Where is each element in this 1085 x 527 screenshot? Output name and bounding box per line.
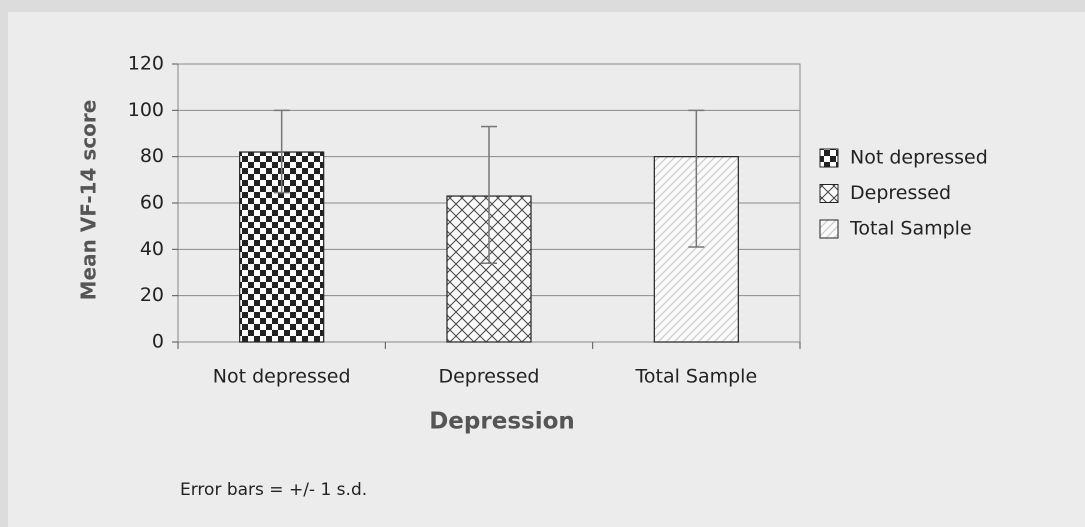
y-tick-label: 20 bbox=[140, 284, 164, 306]
y-tick-label: 0 bbox=[152, 331, 164, 353]
y-tick-label: 40 bbox=[140, 238, 164, 260]
x-tick-label: Depressed bbox=[438, 366, 539, 388]
x-tick-label: Not depressed bbox=[213, 366, 351, 388]
x-axis-label: Depression bbox=[429, 409, 575, 435]
legend-label: Not depressed bbox=[850, 147, 988, 169]
x-tick-label: Total Sample bbox=[635, 366, 758, 388]
legend-swatch bbox=[819, 219, 839, 239]
y-tick-label: 60 bbox=[140, 192, 164, 214]
y-axis-label: Mean VF-14 score bbox=[77, 100, 101, 301]
legend-swatch bbox=[819, 148, 839, 168]
legend-label: Depressed bbox=[850, 182, 951, 204]
y-tick-label: 120 bbox=[128, 53, 164, 75]
note: Error bars = +/- 1 s.d. bbox=[180, 480, 367, 500]
y-tick-label: 100 bbox=[128, 99, 164, 121]
legend-label: Total Sample bbox=[849, 218, 972, 240]
legend-swatch bbox=[819, 184, 839, 203]
y-tick-label: 80 bbox=[140, 145, 164, 167]
